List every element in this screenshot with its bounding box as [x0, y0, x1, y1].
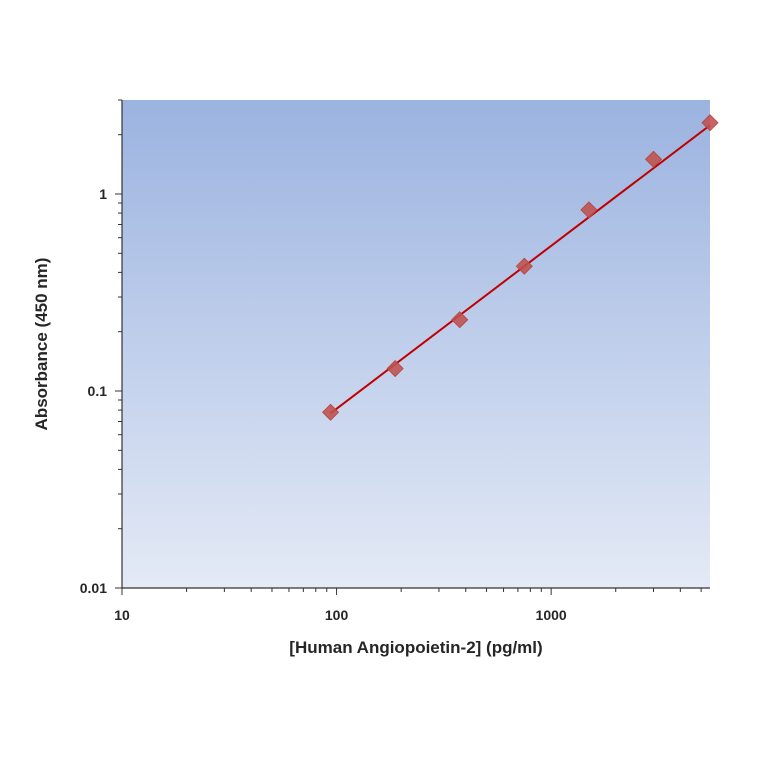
y-tick-label: 0.01	[80, 580, 107, 596]
y-tick-label: 1	[99, 186, 107, 202]
data-point	[321, 403, 340, 421]
data-point	[386, 359, 404, 378]
y-axis-title: Absorbance (450 nm)	[32, 258, 51, 431]
axes: 0.01 0.1 1 10 100 1000	[80, 99, 710, 623]
x-axis-title: [Human Angiopoietin-2] (pg/ml)	[289, 638, 542, 657]
y-tick-label: 0.1	[88, 383, 108, 399]
data-points	[321, 114, 719, 421]
x-tick-label: 10	[114, 607, 130, 623]
plot-area	[122, 100, 710, 588]
data-point	[451, 311, 469, 329]
x-tick-label: 100	[325, 607, 349, 623]
data-point	[701, 114, 719, 132]
data-point	[644, 150, 663, 168]
x-tick-label: 1000	[536, 607, 567, 623]
data-point	[515, 257, 533, 275]
data-point	[580, 201, 598, 219]
